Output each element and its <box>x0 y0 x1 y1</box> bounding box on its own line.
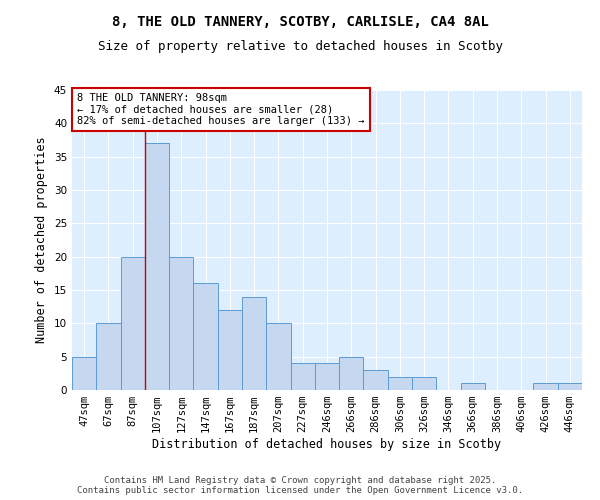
Bar <box>145 144 169 390</box>
Bar <box>558 384 582 390</box>
X-axis label: Distribution of detached houses by size in Scotby: Distribution of detached houses by size … <box>152 438 502 451</box>
Bar <box>412 376 436 390</box>
Text: 8 THE OLD TANNERY: 98sqm
← 17% of detached houses are smaller (28)
82% of semi-d: 8 THE OLD TANNERY: 98sqm ← 17% of detach… <box>77 93 365 126</box>
Bar <box>266 324 290 390</box>
Bar <box>242 296 266 390</box>
Bar <box>533 384 558 390</box>
Bar <box>339 356 364 390</box>
Text: Size of property relative to detached houses in Scotby: Size of property relative to detached ho… <box>97 40 503 53</box>
Bar <box>96 324 121 390</box>
Bar <box>121 256 145 390</box>
Bar <box>388 376 412 390</box>
Bar <box>218 310 242 390</box>
Bar <box>72 356 96 390</box>
Bar <box>290 364 315 390</box>
Bar <box>169 256 193 390</box>
Bar <box>193 284 218 390</box>
Bar <box>315 364 339 390</box>
Text: 8, THE OLD TANNERY, SCOTBY, CARLISLE, CA4 8AL: 8, THE OLD TANNERY, SCOTBY, CARLISLE, CA… <box>112 15 488 29</box>
Bar <box>364 370 388 390</box>
Y-axis label: Number of detached properties: Number of detached properties <box>35 136 49 344</box>
Bar <box>461 384 485 390</box>
Text: Contains HM Land Registry data © Crown copyright and database right 2025.
Contai: Contains HM Land Registry data © Crown c… <box>77 476 523 495</box>
